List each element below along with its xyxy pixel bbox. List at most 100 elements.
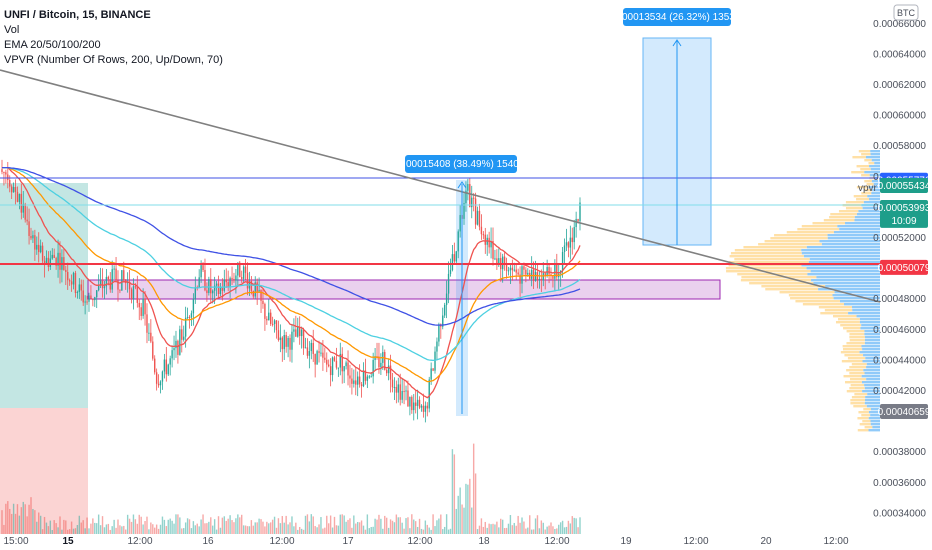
volume-bar — [289, 522, 291, 534]
volume-bar — [115, 527, 117, 534]
volume-bar — [575, 518, 577, 534]
volume-bar — [142, 524, 144, 534]
volume-profile-row — [743, 246, 807, 249]
candle-body — [478, 210, 481, 227]
volume-profile-row — [847, 357, 866, 360]
candle-body — [327, 364, 330, 367]
volume-bar — [78, 515, 81, 534]
volume-bar — [295, 522, 297, 534]
candle-body — [515, 269, 517, 273]
volume-profile-row — [853, 405, 867, 408]
price-axis-tick: 0.00042000 — [873, 386, 926, 397]
candle-body — [494, 258, 496, 260]
currency-badge[interactable]: BTC — [893, 4, 919, 21]
volume-profile-row — [868, 186, 880, 189]
candle-body — [184, 317, 187, 337]
candle-body — [447, 273, 450, 294]
candle-body — [312, 342, 314, 354]
candle-body — [556, 263, 558, 278]
volume-bar — [82, 520, 84, 534]
volume-bar — [192, 521, 195, 534]
volume-bar — [96, 523, 98, 534]
candle-body — [92, 298, 94, 301]
candle-body — [513, 269, 515, 271]
volume-bar — [94, 522, 96, 534]
volume-bar — [511, 525, 514, 534]
candle-body — [351, 378, 353, 384]
volume-bar — [248, 526, 251, 534]
volume-bar — [558, 524, 560, 534]
legend-vpvr: VPVR (Number Of Rows, 200, Up/Down, 70) — [4, 54, 223, 66]
volume-bar — [467, 484, 469, 534]
volume-profile-row — [870, 168, 880, 171]
candle-body — [121, 270, 123, 291]
volume-bar — [215, 529, 218, 534]
price-axis: 0.00066000 0.00064000 0.00062000 0.00060000… — [873, 19, 931, 520]
volume-bar — [565, 526, 568, 534]
volume-profile-row — [849, 366, 867, 369]
volume-bar — [306, 514, 309, 534]
volume-profile-row — [809, 258, 880, 261]
volume-bar — [382, 528, 384, 534]
volume-bar — [385, 517, 388, 534]
time-axis-tick: 16 — [202, 536, 214, 547]
volume-bar — [107, 523, 110, 534]
volume-profile-row — [866, 405, 880, 408]
candle-body — [472, 197, 475, 199]
candle-body — [181, 329, 183, 340]
volume-bar — [198, 526, 200, 534]
volume-bar — [416, 526, 419, 534]
candle-body — [314, 353, 316, 365]
volume-bar — [430, 529, 432, 534]
volume-bar — [167, 519, 169, 534]
measure-right-arrowhead — [672, 39, 682, 47]
volume-bar — [47, 526, 50, 534]
volume-bar — [308, 521, 311, 534]
candle-body — [443, 304, 446, 316]
candle-body — [206, 290, 208, 294]
candle-body — [152, 341, 154, 359]
price-axis-tick: 0.00052000 — [873, 233, 926, 244]
volume-bar — [32, 508, 34, 534]
volume-bar — [5, 503, 7, 534]
candle-body — [268, 312, 270, 321]
volume-bar — [567, 520, 570, 534]
measure-left-label[interactable]: 0.00015408 (38.49%) 15408 — [398, 155, 525, 173]
candle-body — [347, 362, 349, 376]
volume-bar — [179, 517, 181, 534]
candle-body — [219, 287, 222, 295]
candle-body — [399, 384, 401, 400]
candle-body — [157, 383, 160, 386]
volume-profile-row — [864, 426, 873, 429]
candle-body — [254, 282, 256, 297]
volume-profile-row — [861, 414, 871, 417]
volume-profile-row — [870, 414, 880, 417]
candle-body — [283, 334, 285, 350]
measure-right-label[interactable]: 0.00013534 (26.32%) 13534 — [614, 8, 741, 26]
candle-body — [341, 353, 343, 372]
volume-bar — [268, 523, 270, 534]
volume-profile-row — [870, 420, 880, 423]
candle-body — [18, 193, 21, 202]
volume-profile-row — [874, 162, 880, 165]
candle-body — [186, 316, 189, 318]
candle-body — [442, 315, 444, 327]
candle-body — [221, 287, 224, 291]
volume-bar — [418, 518, 421, 534]
volume-bar — [275, 527, 278, 534]
volume-bar — [233, 522, 235, 534]
volume-bar — [49, 520, 52, 534]
candle-body — [395, 386, 398, 393]
volume-bar — [63, 519, 65, 534]
candle-body — [471, 197, 473, 208]
volume-bar — [20, 507, 23, 534]
volume-bar — [208, 521, 210, 534]
volume-bar — [521, 517, 523, 534]
price-tag — [880, 177, 928, 193]
candle-body — [285, 334, 287, 347]
volume-bar — [540, 520, 543, 534]
volume-bar — [136, 523, 139, 534]
legend-ema: EMA 20/50/100/200 — [4, 39, 101, 51]
volume-profile-row — [829, 216, 855, 219]
